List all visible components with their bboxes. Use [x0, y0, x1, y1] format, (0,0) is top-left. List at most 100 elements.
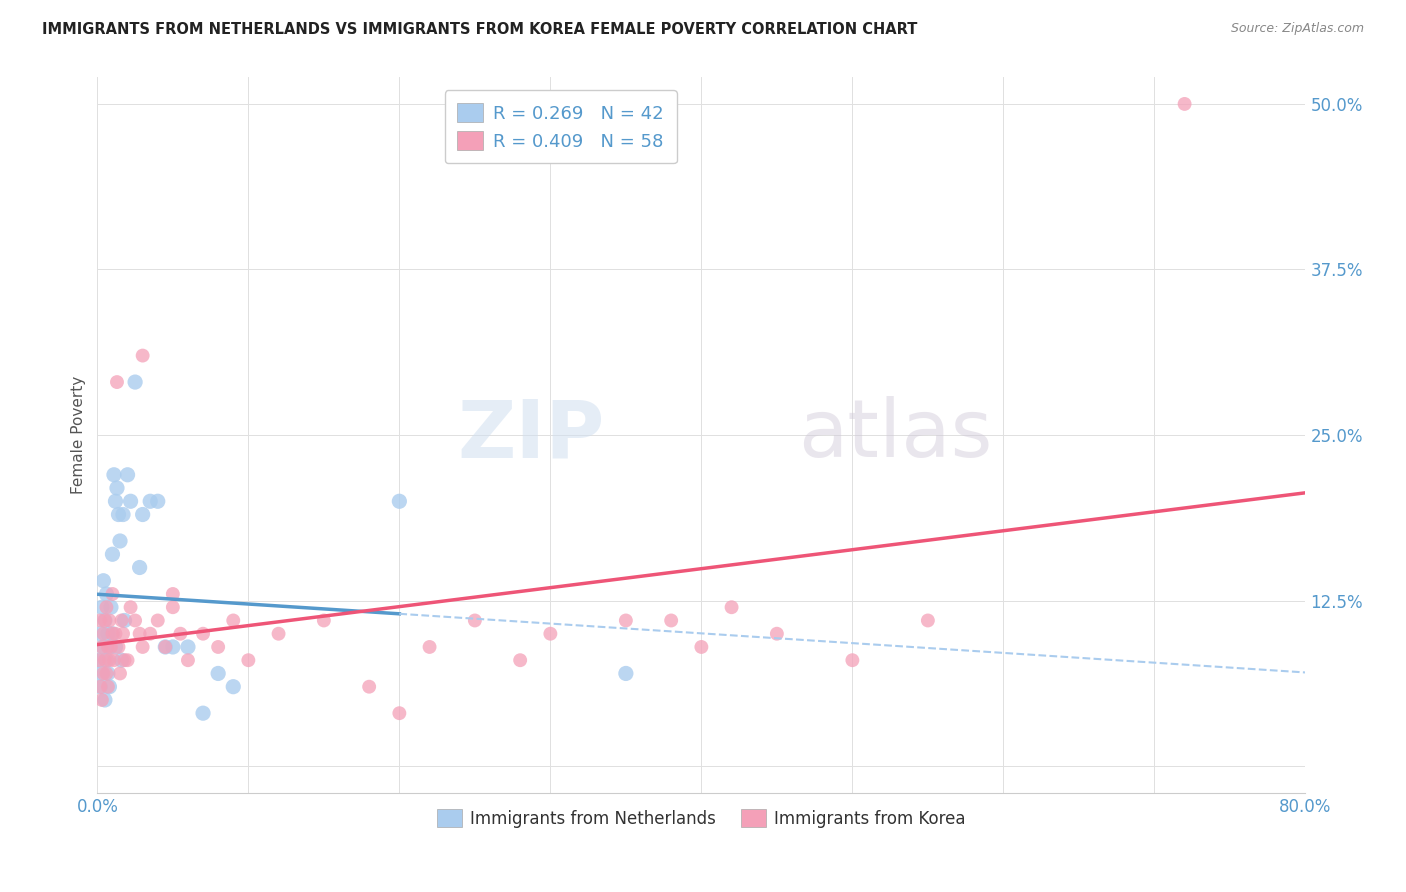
Point [100, 600, 122, 615]
Point [104, 640, 127, 654]
Text: ZIP: ZIP [457, 396, 605, 474]
Point [124, 375, 146, 389]
Text: Source: ZipAtlas.com: Source: ZipAtlas.com [1230, 22, 1364, 36]
Point [96, 587, 118, 601]
Point [96, 600, 118, 615]
Text: atlas: atlas [799, 396, 993, 474]
Point [114, 653, 136, 667]
Point [766, 626, 789, 640]
Point [110, 614, 132, 628]
Point [146, 494, 169, 508]
Point [97, 640, 120, 654]
Point [659, 614, 682, 628]
Point [87, 653, 110, 667]
Point [312, 614, 335, 628]
Point [89, 626, 111, 640]
Point [101, 587, 124, 601]
Point [96, 666, 118, 681]
Point [1174, 97, 1197, 112]
Point [90, 693, 112, 707]
Point [98, 640, 121, 654]
Point [100, 640, 122, 654]
Point [419, 640, 441, 654]
Point [120, 600, 142, 615]
Point [131, 640, 153, 654]
Text: IMMIGRANTS FROM NETHERLANDS VS IMMIGRANTS FROM KOREA FEMALE POVERTY CORRELATION : IMMIGRANTS FROM NETHERLANDS VS IMMIGRANT… [42, 22, 918, 37]
Point [110, 653, 132, 667]
Point [177, 640, 200, 654]
Point [97, 666, 120, 681]
Point [114, 614, 136, 628]
Point [155, 640, 177, 654]
Point [97, 680, 120, 694]
Point [108, 666, 131, 681]
Point [87, 653, 110, 667]
Point [98, 614, 121, 628]
Point [162, 587, 184, 601]
Point [841, 653, 863, 667]
Point [207, 640, 229, 654]
Y-axis label: Female Poverty: Female Poverty [72, 376, 86, 494]
Point [111, 626, 134, 640]
Point [98, 653, 121, 667]
Point [222, 680, 245, 694]
Point [103, 653, 125, 667]
Point [103, 467, 125, 482]
Point [105, 481, 128, 495]
Point [101, 547, 124, 561]
Point [89, 680, 111, 694]
Point [101, 626, 124, 640]
Point [139, 626, 162, 640]
Point [162, 600, 184, 615]
Point [93, 640, 115, 654]
Point [238, 653, 260, 667]
Point [191, 706, 214, 721]
Point [89, 614, 111, 628]
Point [111, 508, 134, 522]
Point [388, 706, 411, 721]
Point [128, 560, 150, 574]
Point [90, 640, 112, 654]
Point [538, 626, 561, 640]
Point [267, 626, 290, 640]
Point [104, 626, 127, 640]
Point [93, 574, 115, 588]
Point [359, 680, 381, 694]
Point [93, 666, 115, 681]
Point [139, 494, 162, 508]
Point [207, 666, 229, 681]
Point [105, 375, 128, 389]
Point [90, 600, 112, 615]
Point [169, 626, 191, 640]
Point [464, 614, 486, 628]
Point [388, 494, 411, 508]
Point [222, 614, 245, 628]
Point [131, 508, 153, 522]
Point [107, 508, 129, 522]
Point [146, 614, 169, 628]
Point [101, 626, 124, 640]
Point [120, 494, 142, 508]
Point [690, 640, 713, 654]
Point [614, 614, 637, 628]
Point [93, 626, 115, 640]
Point [90, 666, 112, 681]
Point [191, 626, 214, 640]
Point [917, 614, 939, 628]
Point [509, 653, 531, 667]
Point [107, 640, 129, 654]
Point [104, 494, 127, 508]
Point [89, 680, 111, 694]
Point [94, 653, 117, 667]
Point [128, 626, 150, 640]
Point [94, 614, 117, 628]
Point [614, 666, 637, 681]
Point [97, 626, 120, 640]
Point [94, 614, 117, 628]
Legend: Immigrants from Netherlands, Immigrants from Korea: Immigrants from Netherlands, Immigrants … [430, 803, 973, 834]
Point [162, 640, 184, 654]
Point [108, 534, 131, 549]
Point [117, 653, 139, 667]
Point [720, 600, 742, 615]
Point [155, 640, 177, 654]
